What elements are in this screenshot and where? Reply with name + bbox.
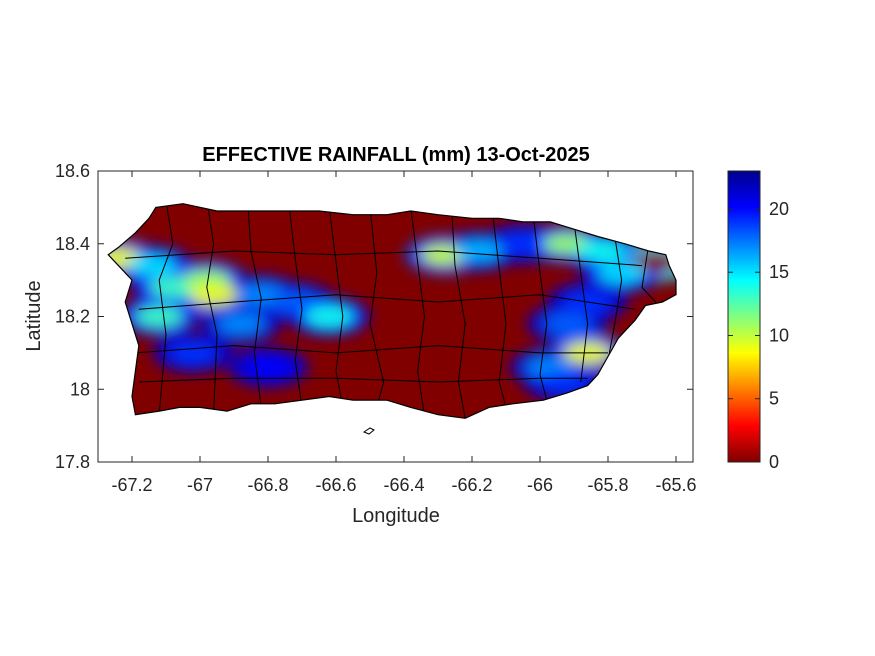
municipality-boundary-line bbox=[369, 207, 385, 408]
y-tick-label: 18.6 bbox=[55, 161, 90, 181]
colorbar-tick-label: 0 bbox=[769, 452, 779, 472]
colorbar-tick-label: 10 bbox=[769, 325, 789, 345]
rainfall-core bbox=[454, 240, 503, 263]
x-tick-label: -66.8 bbox=[247, 475, 288, 495]
municipality-boundary-line bbox=[328, 207, 344, 408]
x-tick-label: -66.2 bbox=[451, 475, 492, 495]
municipality-boundary-line bbox=[135, 345, 608, 354]
x-axis: -67.2 -67 -66.8 -66.6 -66.4 -66.2 -66 -65.8 -65.… bbox=[111, 171, 697, 495]
x-tick-label: -65.8 bbox=[587, 475, 628, 495]
municipality-boundary-line bbox=[138, 377, 588, 383]
y-axis: 17.8 18 18.2 18.4 18.6 bbox=[55, 161, 693, 472]
municipality-boundary-line bbox=[451, 207, 466, 419]
rainfall-core bbox=[577, 240, 626, 263]
y-axis-label: Latitude bbox=[23, 280, 45, 351]
municipality-boundaries bbox=[125, 203, 656, 419]
rainfall-heatmap bbox=[107, 203, 677, 435]
colorbar-gradient bbox=[727, 170, 761, 463]
rainfall-core bbox=[543, 312, 592, 335]
x-tick-label: -66.4 bbox=[383, 475, 424, 495]
municipality-boundary-line bbox=[641, 243, 656, 303]
x-tick-label: -66 bbox=[527, 475, 553, 495]
municipality-boundary-line bbox=[125, 250, 643, 267]
colorbar: 0 5 10 15 20 bbox=[727, 170, 789, 472]
rainfall-core bbox=[135, 305, 184, 328]
colorbar-tick-label: 5 bbox=[769, 389, 779, 409]
rainfall-core bbox=[244, 356, 292, 379]
x-tick-label: -67.2 bbox=[111, 475, 152, 495]
rainfall-core bbox=[128, 254, 177, 277]
y-tick-label: 17.8 bbox=[55, 452, 90, 472]
x-tick-label: -67 bbox=[187, 475, 213, 495]
rainfall-core bbox=[169, 341, 218, 364]
rainfall-core bbox=[189, 283, 238, 306]
vieques-islet bbox=[362, 427, 375, 435]
rainfall-core bbox=[597, 261, 646, 284]
colorbar-tick-label: 15 bbox=[769, 262, 789, 282]
x-tick-label: -66.6 bbox=[315, 475, 356, 495]
rainfall-core bbox=[539, 370, 588, 393]
municipality-boundary-line bbox=[158, 203, 174, 415]
coastline bbox=[107, 203, 677, 419]
municipality-boundary-line bbox=[206, 203, 218, 415]
y-tick-label: 18.2 bbox=[55, 307, 90, 327]
municipality-boundary-line bbox=[410, 207, 425, 415]
x-tick-label: -65.6 bbox=[655, 475, 696, 495]
municipality-boundary-line bbox=[532, 214, 548, 401]
x-axis-label: Longitude bbox=[352, 505, 440, 527]
rainfall-core bbox=[499, 232, 547, 255]
chart-title: EFFECTIVE RAINFALL (mm) 13-Oct-2025 bbox=[202, 144, 589, 166]
municipality-boundary-line bbox=[138, 294, 636, 310]
colorbar-tick-label: 20 bbox=[769, 199, 789, 219]
municipality-boundary-line bbox=[287, 203, 303, 408]
municipality-boundary-line bbox=[491, 210, 507, 408]
y-tick-label: 18.4 bbox=[55, 234, 90, 254]
municipality-boundary-line bbox=[247, 203, 262, 408]
municipality-boundary-line bbox=[607, 236, 623, 361]
y-tick-label: 18 bbox=[70, 379, 90, 399]
rainfall-core bbox=[216, 312, 265, 335]
rainfall-core bbox=[305, 305, 354, 328]
